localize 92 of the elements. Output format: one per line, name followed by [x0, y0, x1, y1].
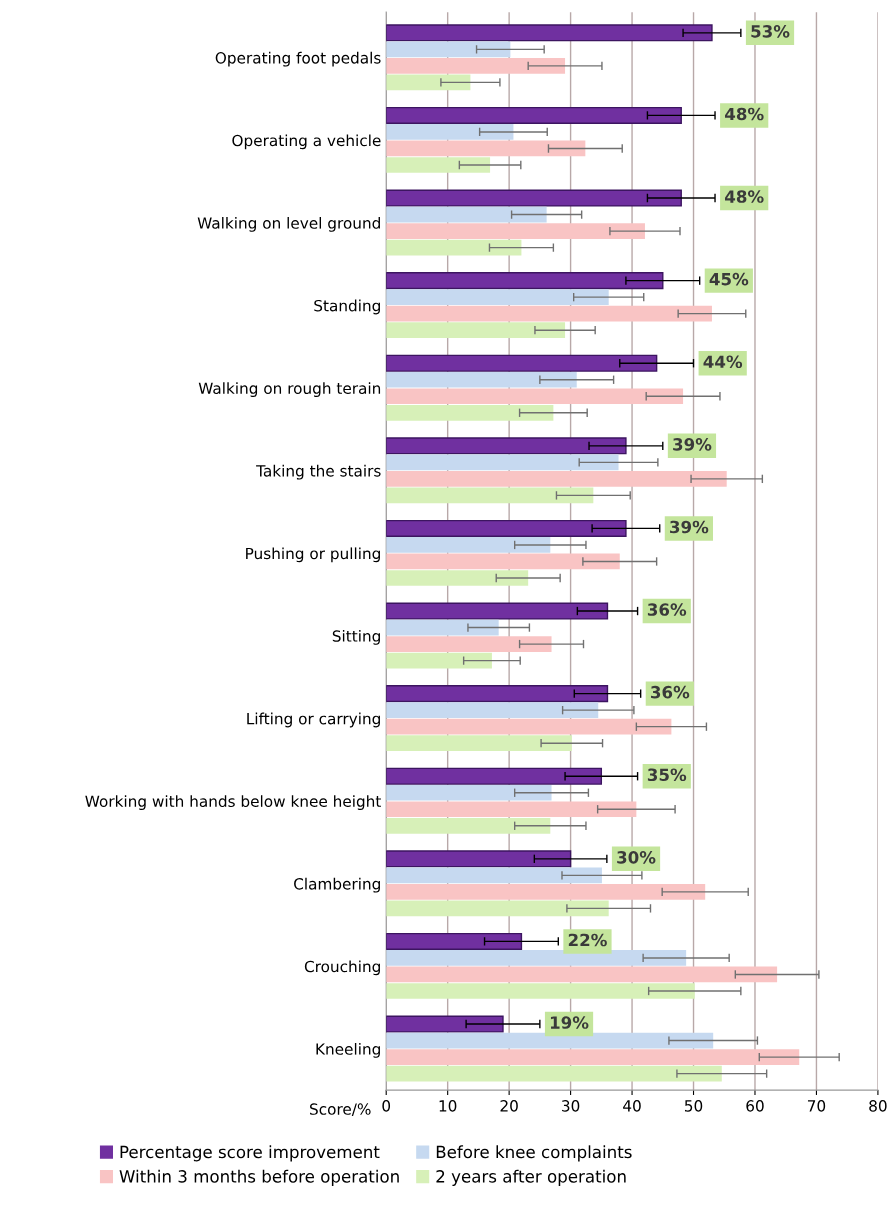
data-label: 35%	[647, 768, 687, 782]
y-tick-label: Crouching	[304, 960, 380, 976]
y-tick-label: Lifting or carrying	[247, 712, 380, 728]
bar	[386, 850, 572, 868]
bar	[386, 354, 658, 372]
y-tick-label: Taking the stairs	[256, 464, 381, 480]
bar	[386, 652, 492, 669]
bar	[386, 189, 682, 207]
x-tick-label: 10	[439, 1100, 457, 1112]
y-tick-label: Operating foot pedals	[215, 51, 381, 67]
bar	[386, 305, 712, 322]
bar	[386, 272, 664, 290]
y-tick-label: Walking on rough terain	[198, 382, 381, 397]
bar	[386, 388, 684, 405]
y-tick-label: Clambering	[294, 877, 380, 893]
bar	[386, 223, 645, 239]
bar	[386, 437, 627, 455]
data-label: 48%	[725, 190, 764, 203]
data-label: 19%	[550, 1016, 589, 1029]
legend-label: Within 3 months before operation	[119, 1169, 399, 1186]
legend-label: Before knee complaints	[436, 1145, 632, 1162]
bar	[386, 553, 620, 570]
bar	[386, 801, 637, 818]
bar	[386, 702, 599, 718]
bar	[386, 124, 514, 140]
bar	[386, 570, 529, 586]
bar	[386, 1049, 800, 1065]
data-label: 30%	[617, 851, 656, 864]
bar	[386, 74, 471, 91]
data-label: 48%	[725, 107, 764, 121]
data-label: 39%	[670, 520, 709, 534]
y-tick-label: Working with hands below knee height	[85, 795, 381, 810]
bar	[386, 718, 672, 735]
bar	[386, 1065, 722, 1082]
y-tick-label: Walking on level ground	[197, 217, 380, 232]
bar	[386, 884, 706, 900]
data-label: 36%	[647, 603, 687, 616]
bar	[386, 619, 499, 636]
bar	[386, 206, 547, 223]
bar	[386, 636, 552, 652]
bar	[386, 106, 682, 124]
bar	[386, 519, 627, 537]
data-label: 53%	[751, 25, 790, 38]
y-tick-label: Pushing or pulling	[246, 547, 380, 563]
bar	[386, 140, 586, 157]
data-label: 36%	[651, 685, 690, 699]
bar	[386, 602, 609, 620]
x-axis-title: Score/%	[310, 1103, 371, 1117]
bar	[386, 735, 572, 752]
bar	[386, 487, 594, 504]
y-tick-label: Kneeling	[316, 1043, 380, 1058]
bar	[386, 24, 713, 42]
bar	[386, 471, 727, 487]
bar	[386, 322, 566, 339]
bar	[386, 767, 603, 785]
bar	[386, 817, 551, 834]
y-tick-label: Sitting	[332, 630, 380, 645]
bar	[386, 867, 602, 884]
bar	[386, 157, 491, 173]
y-tick-label: Operating a vehicle	[232, 134, 381, 150]
data-label: 44%	[703, 355, 743, 369]
x-tick-label: 40	[623, 1100, 641, 1112]
x-tick-label: 20	[500, 1100, 518, 1112]
legend-label: 2 years after operation	[436, 1169, 626, 1186]
y-tick-label: Standing	[314, 299, 380, 315]
bar	[386, 1032, 714, 1049]
bar	[386, 685, 609, 703]
bar	[386, 900, 609, 917]
x-tick-label: 30	[562, 1100, 580, 1112]
bar	[386, 371, 577, 388]
bar	[386, 966, 778, 983]
bar	[386, 41, 511, 58]
bar	[386, 58, 566, 74]
bar	[386, 454, 619, 471]
x-tick-label: 0	[382, 1100, 391, 1112]
data-label: 39%	[673, 438, 712, 451]
x-tick-label: 80	[869, 1100, 887, 1112]
bar	[386, 784, 552, 801]
legend-label: Percentage score improvement	[120, 1145, 380, 1162]
x-tick-label: 50	[684, 1100, 703, 1112]
bar	[386, 404, 554, 421]
bar	[386, 1015, 504, 1033]
bar	[386, 950, 687, 966]
bar	[386, 289, 609, 305]
x-tick-label: 60	[746, 1100, 764, 1112]
bar	[386, 537, 551, 553]
data-label: 45%	[709, 272, 749, 286]
bar	[386, 239, 522, 256]
x-tick-label: 70	[807, 1100, 826, 1112]
data-label: 22%	[568, 933, 607, 947]
bar	[386, 983, 695, 999]
bar	[386, 932, 523, 950]
